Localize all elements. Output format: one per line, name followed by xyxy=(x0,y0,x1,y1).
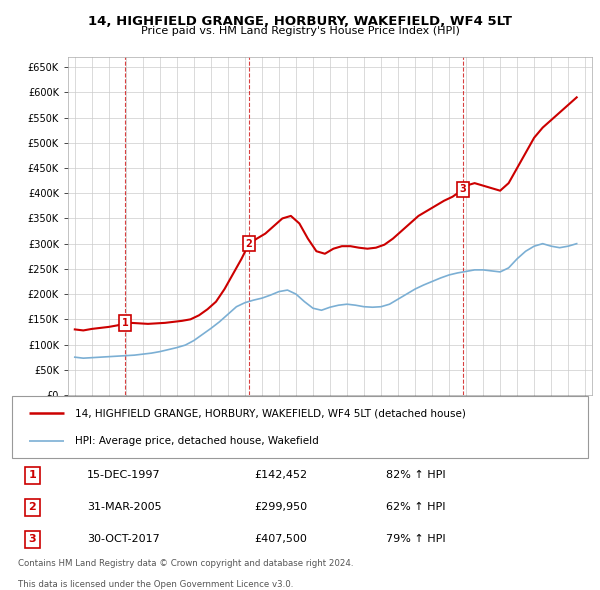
Text: 3: 3 xyxy=(28,535,36,545)
Text: 2: 2 xyxy=(28,503,36,513)
FancyBboxPatch shape xyxy=(12,396,588,458)
Text: 79% ↑ HPI: 79% ↑ HPI xyxy=(386,535,446,545)
Text: HPI: Average price, detached house, Wakefield: HPI: Average price, detached house, Wake… xyxy=(76,435,319,445)
Text: £407,500: £407,500 xyxy=(254,535,307,545)
Text: 15-DEC-1997: 15-DEC-1997 xyxy=(87,470,161,480)
Text: £142,452: £142,452 xyxy=(254,470,307,480)
Text: 62% ↑ HPI: 62% ↑ HPI xyxy=(386,503,446,513)
Text: 14, HIGHFIELD GRANGE, HORBURY, WAKEFIELD, WF4 5LT (detached house): 14, HIGHFIELD GRANGE, HORBURY, WAKEFIELD… xyxy=(76,408,466,418)
Text: 14, HIGHFIELD GRANGE, HORBURY, WAKEFIELD, WF4 5LT: 14, HIGHFIELD GRANGE, HORBURY, WAKEFIELD… xyxy=(88,15,512,28)
Text: 1: 1 xyxy=(28,470,36,480)
Text: £299,950: £299,950 xyxy=(254,503,307,513)
Text: 3: 3 xyxy=(460,185,466,195)
Text: This data is licensed under the Open Government Licence v3.0.: This data is licensed under the Open Gov… xyxy=(18,580,293,589)
Text: 1: 1 xyxy=(122,318,128,328)
Text: Price paid vs. HM Land Registry's House Price Index (HPI): Price paid vs. HM Land Registry's House … xyxy=(140,26,460,36)
Text: 30-OCT-2017: 30-OCT-2017 xyxy=(87,535,160,545)
Text: 31-MAR-2005: 31-MAR-2005 xyxy=(87,503,161,513)
Text: 2: 2 xyxy=(245,239,253,248)
Text: 82% ↑ HPI: 82% ↑ HPI xyxy=(386,470,446,480)
Text: Contains HM Land Registry data © Crown copyright and database right 2024.: Contains HM Land Registry data © Crown c… xyxy=(18,559,353,568)
